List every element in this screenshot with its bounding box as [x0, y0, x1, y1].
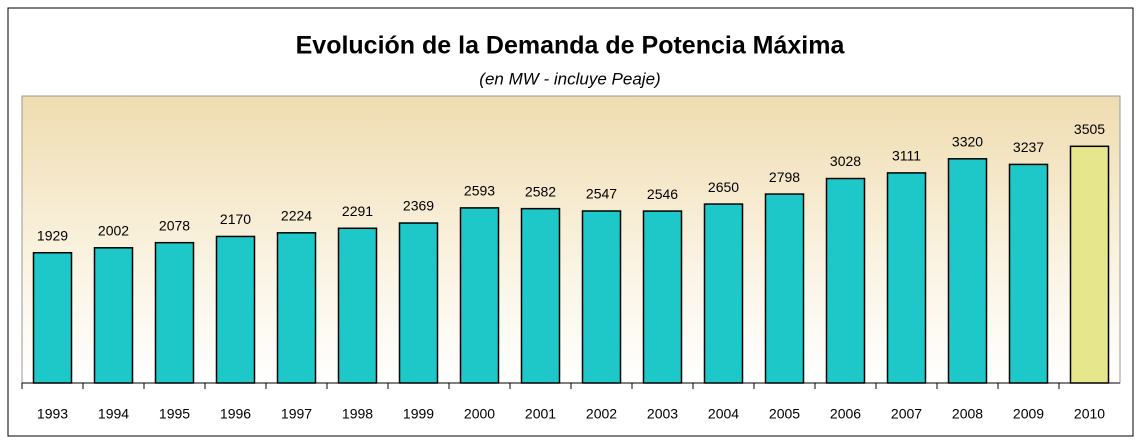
- value-label: 3111: [892, 148, 921, 164]
- value-label: 2002: [98, 223, 129, 239]
- bar: [215, 235, 256, 384]
- bar: [1069, 145, 1110, 384]
- bar: [947, 158, 988, 384]
- value-label: 2547: [586, 186, 617, 202]
- value-label: 2078: [159, 217, 190, 233]
- value-label: 2170: [220, 211, 251, 227]
- chart-title: Evolución de la Demanda de Potencia Máxi…: [296, 32, 846, 60]
- bar: [276, 232, 317, 384]
- chart-subtitle: (en MW - incluye Peaje): [479, 69, 660, 88]
- bar: [459, 207, 500, 384]
- x-tick-label: 1994: [98, 406, 129, 422]
- value-label: 2369: [403, 198, 434, 214]
- bar: [398, 222, 439, 384]
- value-label: 3505: [1074, 121, 1105, 137]
- bar: [886, 172, 927, 384]
- bar: [93, 247, 134, 384]
- bar: [1008, 163, 1049, 384]
- x-tick-label: 2008: [952, 406, 983, 422]
- value-label: 2593: [464, 183, 495, 199]
- value-label: 2224: [281, 208, 312, 224]
- x-tick-label: 1999: [403, 406, 434, 422]
- value-label: 1929: [37, 227, 68, 243]
- x-tick-label: 1993: [37, 406, 68, 422]
- value-label: 2582: [525, 183, 556, 199]
- bar: [703, 203, 744, 384]
- x-tick-label: 2000: [464, 406, 495, 422]
- x-tick-label: 1998: [342, 406, 373, 422]
- x-tick-label: 2010: [1074, 406, 1105, 422]
- x-tick-label: 2004: [708, 406, 739, 422]
- x-tick-label: 2009: [1013, 406, 1044, 422]
- x-tick-label: 2003: [647, 406, 678, 422]
- bar: [825, 177, 866, 384]
- x-tick-label: 2005: [769, 406, 800, 422]
- x-tick-label: 2002: [586, 406, 617, 422]
- x-tick-label: 2007: [891, 406, 922, 422]
- value-label: 2798: [769, 169, 800, 185]
- bar: [642, 210, 683, 384]
- x-tick-label: 2006: [830, 406, 861, 422]
- value-label: 2650: [708, 179, 739, 195]
- bar: [154, 241, 195, 384]
- x-tick-label: 1996: [220, 406, 251, 422]
- value-label: 3237: [1013, 139, 1044, 155]
- value-label: 2291: [342, 203, 373, 219]
- x-tick-label: 1997: [281, 406, 312, 422]
- value-label: 2546: [647, 186, 678, 202]
- bar: [520, 207, 561, 384]
- plot-area: [21, 95, 1121, 384]
- x-tick-label: 2001: [525, 406, 556, 422]
- x-tick-label: 1995: [159, 406, 190, 422]
- bar: [764, 193, 805, 384]
- bar: [32, 251, 73, 384]
- value-label: 3028: [830, 153, 861, 169]
- bar: [337, 227, 378, 384]
- bar: [581, 210, 622, 384]
- value-label: 3320: [952, 134, 983, 150]
